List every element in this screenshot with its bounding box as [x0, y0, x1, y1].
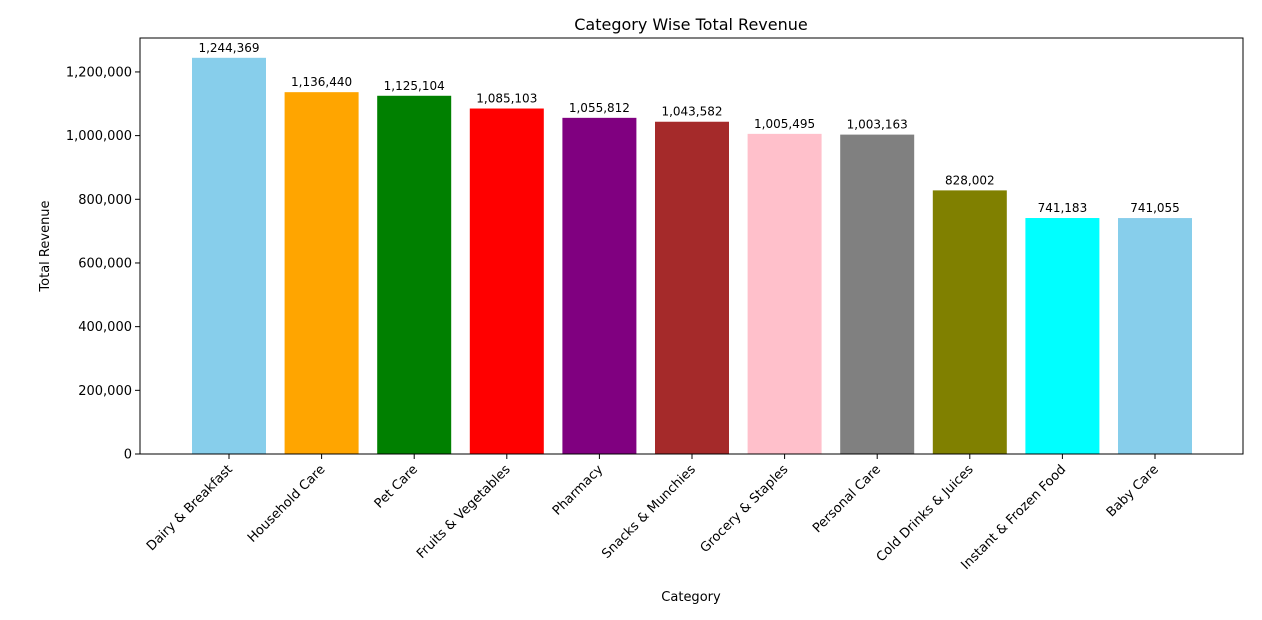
bar: [562, 117, 637, 454]
bars-group: [192, 57, 1192, 455]
y-axis-label: Total Revenue: [38, 200, 53, 292]
bar: [932, 190, 1007, 454]
x-tick-label: Cold Drinks & Juices: [874, 462, 977, 565]
x-tick-label: Personal Care: [810, 462, 884, 536]
data-label: 1,005,495: [754, 117, 815, 131]
plot-frame: [139, 37, 1244, 455]
x-tick-label: Fruits & Vegetables: [414, 462, 514, 562]
data-label: 1,136,440: [291, 75, 352, 89]
bar: [840, 134, 915, 455]
x-axis-label: Category: [661, 590, 721, 605]
data-label: 1,055,812: [569, 101, 630, 115]
x-tick-label: Baby Care: [1104, 462, 1162, 520]
chart-title: Category Wise Total Revenue: [574, 15, 807, 34]
bar: [377, 95, 452, 454]
y-tick-label: 800,000: [78, 193, 132, 208]
bar: [655, 121, 729, 455]
y-tick-label: 600,000: [78, 256, 132, 271]
y-tick-label: 0: [124, 448, 132, 463]
x-axis-ticks-group: Dairy & Breakfast Household Care Pet CareF…: [144, 454, 1162, 573]
bar: [747, 133, 822, 455]
data-labels-group: 1,244,369 1,136,440 1,125,104 1,085,103 1,05…: [198, 41, 1179, 215]
data-label: 828,002: [945, 173, 995, 187]
x-tick-label: Household Care: [245, 462, 328, 545]
data-label: 1,244,369: [198, 41, 259, 55]
x-tick-label: Pet Care: [372, 462, 421, 511]
data-label: 1,125,104: [384, 79, 445, 93]
data-label: 1,003,163: [847, 118, 908, 132]
bar: [1025, 218, 1100, 454]
bar: [284, 92, 359, 455]
data-label: 1,085,103: [476, 92, 537, 106]
data-label: 1,043,582: [661, 105, 722, 119]
x-tick-label: Grocery & Staples: [698, 462, 792, 556]
bar: [1118, 218, 1192, 454]
data-label: 741,055: [1130, 201, 1180, 215]
x-tick-label: Snacks & Munchies: [599, 462, 699, 562]
y-tick-label: 200,000: [78, 384, 132, 399]
y-axis-ticks-group: 0 200,000 400,000 600,000 800,000 1,000,000 1,…: [66, 65, 140, 463]
x-tick-label: Pharmacy: [550, 462, 607, 519]
y-tick-label: 1,200,000: [66, 65, 132, 80]
x-tick-label: Instant & Frozen Food: [959, 462, 1070, 573]
y-tick-label: 400,000: [78, 320, 132, 335]
data-label: 741,183: [1038, 201, 1088, 215]
y-tick-label: 1,000,000: [66, 129, 132, 144]
bar: [192, 57, 266, 455]
bar: [469, 108, 544, 455]
x-tick-label: Dairy & Breakfast: [144, 462, 236, 554]
